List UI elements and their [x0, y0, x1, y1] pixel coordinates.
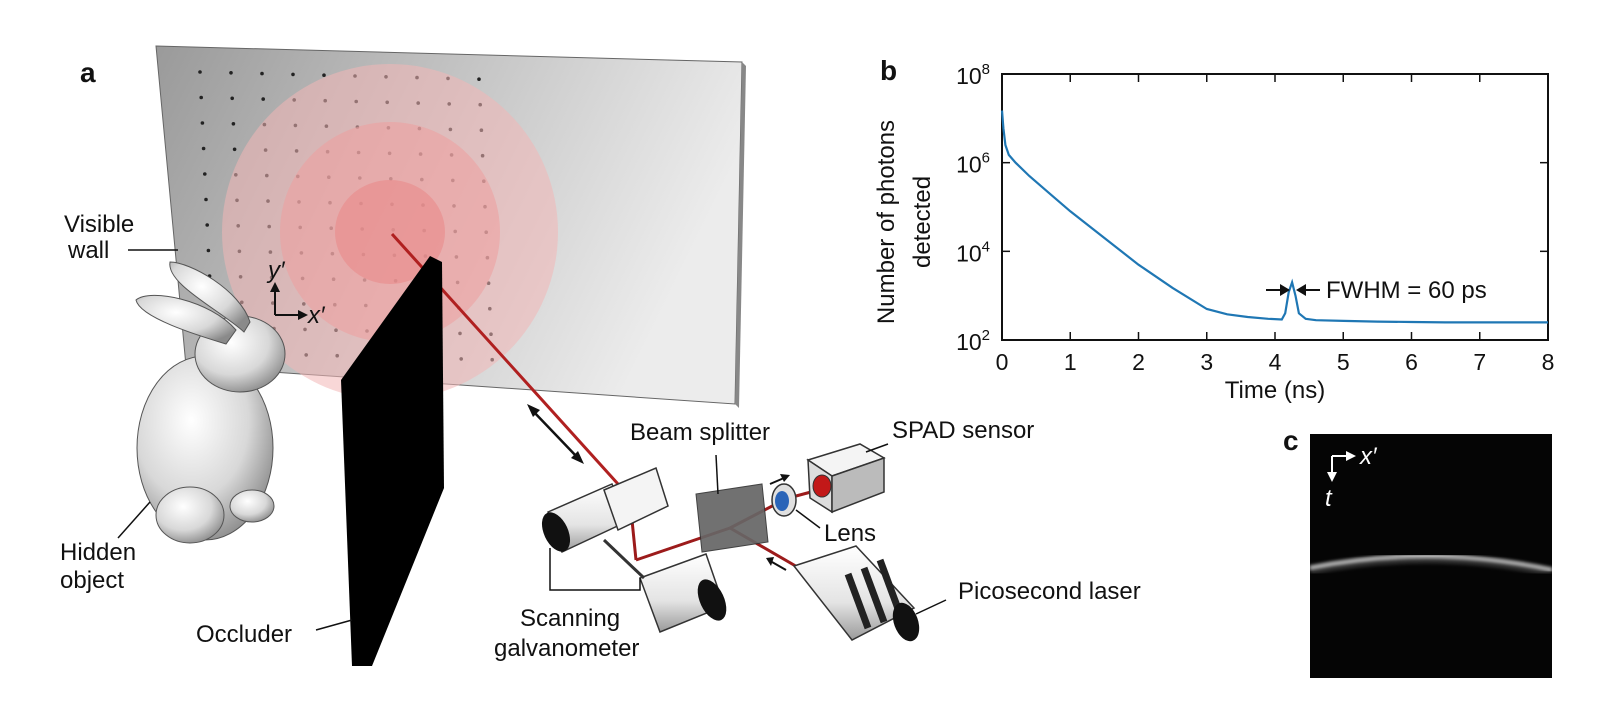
chart-y-axis-label-1: Number of photons — [873, 120, 900, 324]
wall-dot — [200, 121, 205, 125]
chart-y-tick-label: 104 — [956, 238, 990, 266]
panel-letter-b: b — [880, 55, 897, 86]
beam-splitter — [695, 483, 769, 553]
label-scanning-1: Scanning — [520, 605, 620, 632]
photon-count-chart: 0 1 2 3 4 5 6 7 8 102 104 106 108 Time (ns) Number o… — [873, 61, 1554, 404]
label-picosecond-laser: Picosecond laser — [958, 578, 1141, 605]
wall-dot — [199, 95, 203, 100]
leader-lines — [117, 249, 947, 631]
chart-x-tick-label: 7 — [1473, 349, 1486, 375]
picosecond-laser — [792, 545, 920, 642]
chart-x-tick-label: 3 — [1200, 349, 1213, 375]
wall-axis-x-label: x′ — [307, 302, 326, 329]
double-arrow — [527, 404, 584, 464]
chart-x-axis-label: Time (ns) — [1225, 377, 1325, 404]
wall-dot — [232, 147, 237, 152]
chart-x-tick-label: 0 — [996, 349, 1009, 375]
label-lens: Lens — [824, 520, 876, 547]
chart-x-tick-label: 2 — [1132, 349, 1145, 375]
scanning-galvanometer — [541, 466, 727, 633]
chart-x-tick-label: 4 — [1269, 349, 1282, 375]
label-spad-sensor: SPAD sensor — [892, 417, 1034, 444]
wall-dot — [203, 172, 207, 176]
wall-dot — [230, 96, 234, 101]
chart-x-tick-label: 1 — [1064, 349, 1077, 375]
streak-arc-glow — [1310, 553, 1552, 577]
wall-dot — [261, 97, 266, 101]
chart-x-tick-label: 6 — [1405, 349, 1418, 375]
panel-letter-a: a — [80, 57, 96, 88]
chart-series-line — [1000, 110, 1548, 324]
chart-ticks: 0 1 2 3 4 5 6 7 8 102 104 106 108 — [956, 61, 1554, 375]
wall-dot — [201, 146, 206, 151]
wall-dot — [229, 71, 233, 75]
chart-y-tick-label: 108 — [956, 61, 990, 89]
wall-dot — [205, 223, 209, 227]
wall-dot — [291, 72, 295, 77]
wall-dot — [322, 73, 326, 77]
streak-image: x′ t — [1310, 443, 1552, 577]
label-beam-splitter: Beam splitter — [630, 419, 770, 446]
spad-sensor — [806, 443, 886, 514]
chart-x-tick-label: 8 — [1542, 349, 1555, 375]
label-visible-wall-1: Visible — [64, 211, 134, 238]
wall-dot — [198, 70, 202, 74]
wall-dot — [477, 77, 481, 81]
label-hidden-object-2: object — [60, 567, 124, 594]
streak-axis-t-label: t — [1325, 485, 1333, 512]
label-scanning-2: galvanometer — [494, 635, 639, 662]
chart-y-axis-label-2: detected — [909, 176, 936, 268]
streak-axis-x-label: x′ — [1359, 443, 1378, 470]
chart-annotation-fwhm: FWHM = 60 ps — [1326, 277, 1487, 304]
streak-axes — [1327, 451, 1356, 482]
chart-x-tick-label: 5 — [1337, 349, 1350, 375]
wall-dot — [231, 122, 236, 126]
panel-letter-c: c — [1283, 425, 1299, 456]
chart-y-tick-label: 102 — [956, 327, 990, 355]
occluder-panel — [341, 256, 444, 666]
wall-axes — [270, 282, 308, 320]
streak-image-panel: x′ t — [1310, 434, 1552, 678]
label-occluder: Occluder — [196, 621, 292, 648]
wall-dot — [260, 71, 264, 76]
label-hidden-object-1: Hidden — [60, 539, 136, 566]
fwhm-arrows — [1266, 284, 1320, 296]
wall-dot — [206, 248, 211, 253]
direction-arrows — [766, 474, 790, 571]
chart-y-tick-label: 106 — [956, 150, 990, 178]
hidden-object-bunny — [135, 261, 286, 544]
lens — [771, 483, 797, 517]
label-visible-wall-2: wall — [67, 237, 109, 264]
wall-dot — [204, 197, 208, 202]
wall-axis-y-label: y′ — [266, 257, 286, 284]
